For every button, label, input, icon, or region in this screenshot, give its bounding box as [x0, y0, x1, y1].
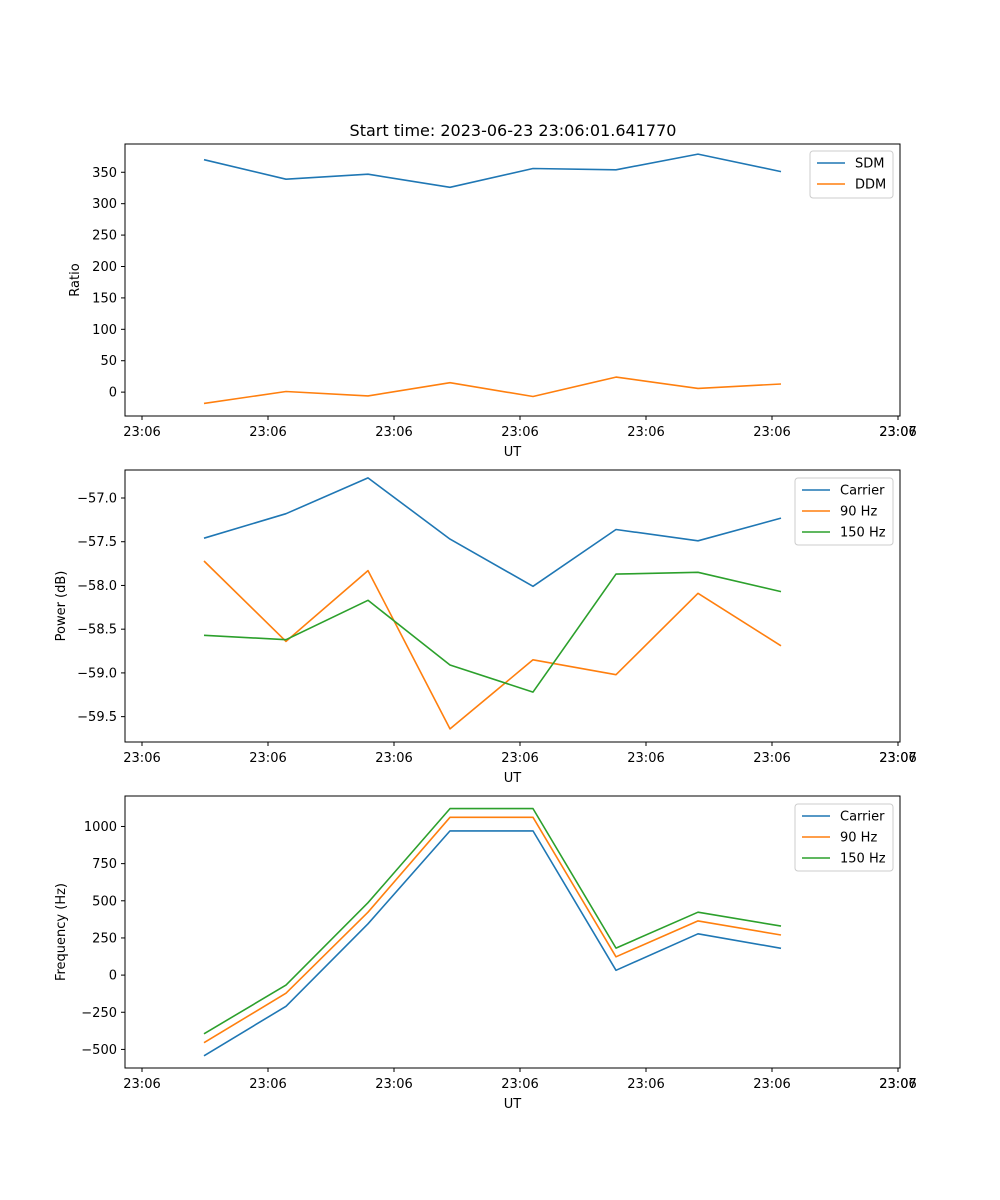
x-tick-label: 23:06 — [375, 1077, 412, 1092]
y-tick-label: −250 — [81, 1006, 117, 1021]
legend-box — [794, 803, 894, 872]
legend-label: Carrier — [840, 484, 885, 499]
y-axis-label: Power (dB) — [54, 571, 69, 642]
x-tick-label: 23:06 — [249, 1077, 286, 1092]
x-tick-label: 23:06 — [375, 751, 412, 766]
y-tick-label: −57.5 — [77, 535, 117, 550]
y-tick-label: 250 — [92, 229, 117, 244]
x-tick-label: 23:06 — [249, 425, 286, 440]
legend-label: DDM — [855, 178, 886, 193]
series-line-90-hz — [203, 560, 782, 730]
y-tick-label: 350 — [92, 166, 117, 181]
series-line-carrier — [203, 830, 782, 1057]
y-tick-label: −57.0 — [77, 491, 117, 506]
axes-frame — [124, 143, 901, 417]
x-tick-label: 23:06 — [375, 425, 412, 440]
x-tick-label: 23:06 — [879, 1077, 916, 1092]
x-tick-label: 23:06 — [501, 425, 538, 440]
x-tick-label: 23:06 — [627, 751, 664, 766]
legend-label: 150 Hz — [840, 526, 886, 541]
x-tick-label: 23:06 — [249, 751, 286, 766]
series-line-carrier — [203, 477, 782, 588]
x-axis-label: UT — [504, 1097, 522, 1112]
axes-frame — [124, 469, 901, 743]
legend-label: SDM — [855, 157, 884, 172]
y-axis-label: Frequency (Hz) — [54, 883, 69, 981]
x-axis-label: UT — [504, 445, 522, 460]
y-tick-label: 200 — [92, 260, 117, 275]
x-tick-label: 23:07 — [879, 751, 916, 766]
legend-label: Carrier — [840, 810, 885, 825]
x-tick-label: 23:07 — [879, 1077, 916, 1092]
y-tick-label: 1000 — [84, 820, 117, 835]
x-tick-label: 23:06 — [753, 1077, 790, 1092]
y-tick-label: 100 — [92, 323, 117, 338]
y-tick-label: 150 — [92, 291, 117, 306]
x-tick-label: 23:06 — [123, 751, 160, 766]
x-tick-label: 23:06 — [879, 751, 916, 766]
y-tick-label: −59.0 — [77, 666, 117, 681]
x-tick-label: 23:06 — [627, 1077, 664, 1092]
y-tick-label: 300 — [92, 197, 117, 212]
legend-label: 90 Hz — [840, 505, 877, 520]
chart-2: −59.5 −59.0 −58.5 −58.0 −57.5 −57.0 23:06 23:06… — [54, 469, 917, 786]
x-axis-label: UT — [504, 771, 522, 786]
x-tick-label: 23:06 — [753, 751, 790, 766]
x-tick-label: 23:06 — [501, 1077, 538, 1092]
series-line-150-hz — [203, 807, 782, 1035]
legend-box — [794, 477, 894, 546]
y-tick-label: −500 — [81, 1043, 117, 1058]
y-tick-label: 250 — [92, 931, 117, 946]
series-line-sdm — [203, 153, 782, 189]
y-tick-label: 0 — [109, 386, 117, 401]
x-tick-label: 23:06 — [627, 425, 664, 440]
axes-frame — [124, 795, 901, 1069]
series-line-90-hz — [203, 816, 782, 1044]
x-tick-label: 23:07 — [879, 425, 916, 440]
y-tick-label: −58.0 — [77, 579, 117, 594]
y-tick-label: 500 — [92, 894, 117, 909]
series-line-ddm — [203, 376, 782, 405]
y-tick-label: 750 — [92, 857, 117, 872]
x-tick-label: 23:06 — [753, 425, 790, 440]
legend-label: 90 Hz — [840, 831, 877, 846]
x-tick-label: 23:06 — [123, 425, 160, 440]
x-tick-label: 23:06 — [879, 425, 916, 440]
y-tick-label: 0 — [109, 969, 117, 984]
y-tick-label: 50 — [100, 354, 117, 369]
y-axis-label: Ratio — [68, 263, 83, 296]
y-tick-label: −58.5 — [77, 623, 117, 638]
y-tick-label: −59.5 — [77, 710, 117, 725]
x-tick-label: 23:06 — [501, 751, 538, 766]
x-tick-label: 23:06 — [123, 1077, 160, 1092]
series-line-150-hz — [203, 571, 782, 693]
figure-title: Start time: 2023-06-23 23:06:01.641770 — [350, 121, 677, 140]
legend-label: 150 Hz — [840, 852, 886, 867]
